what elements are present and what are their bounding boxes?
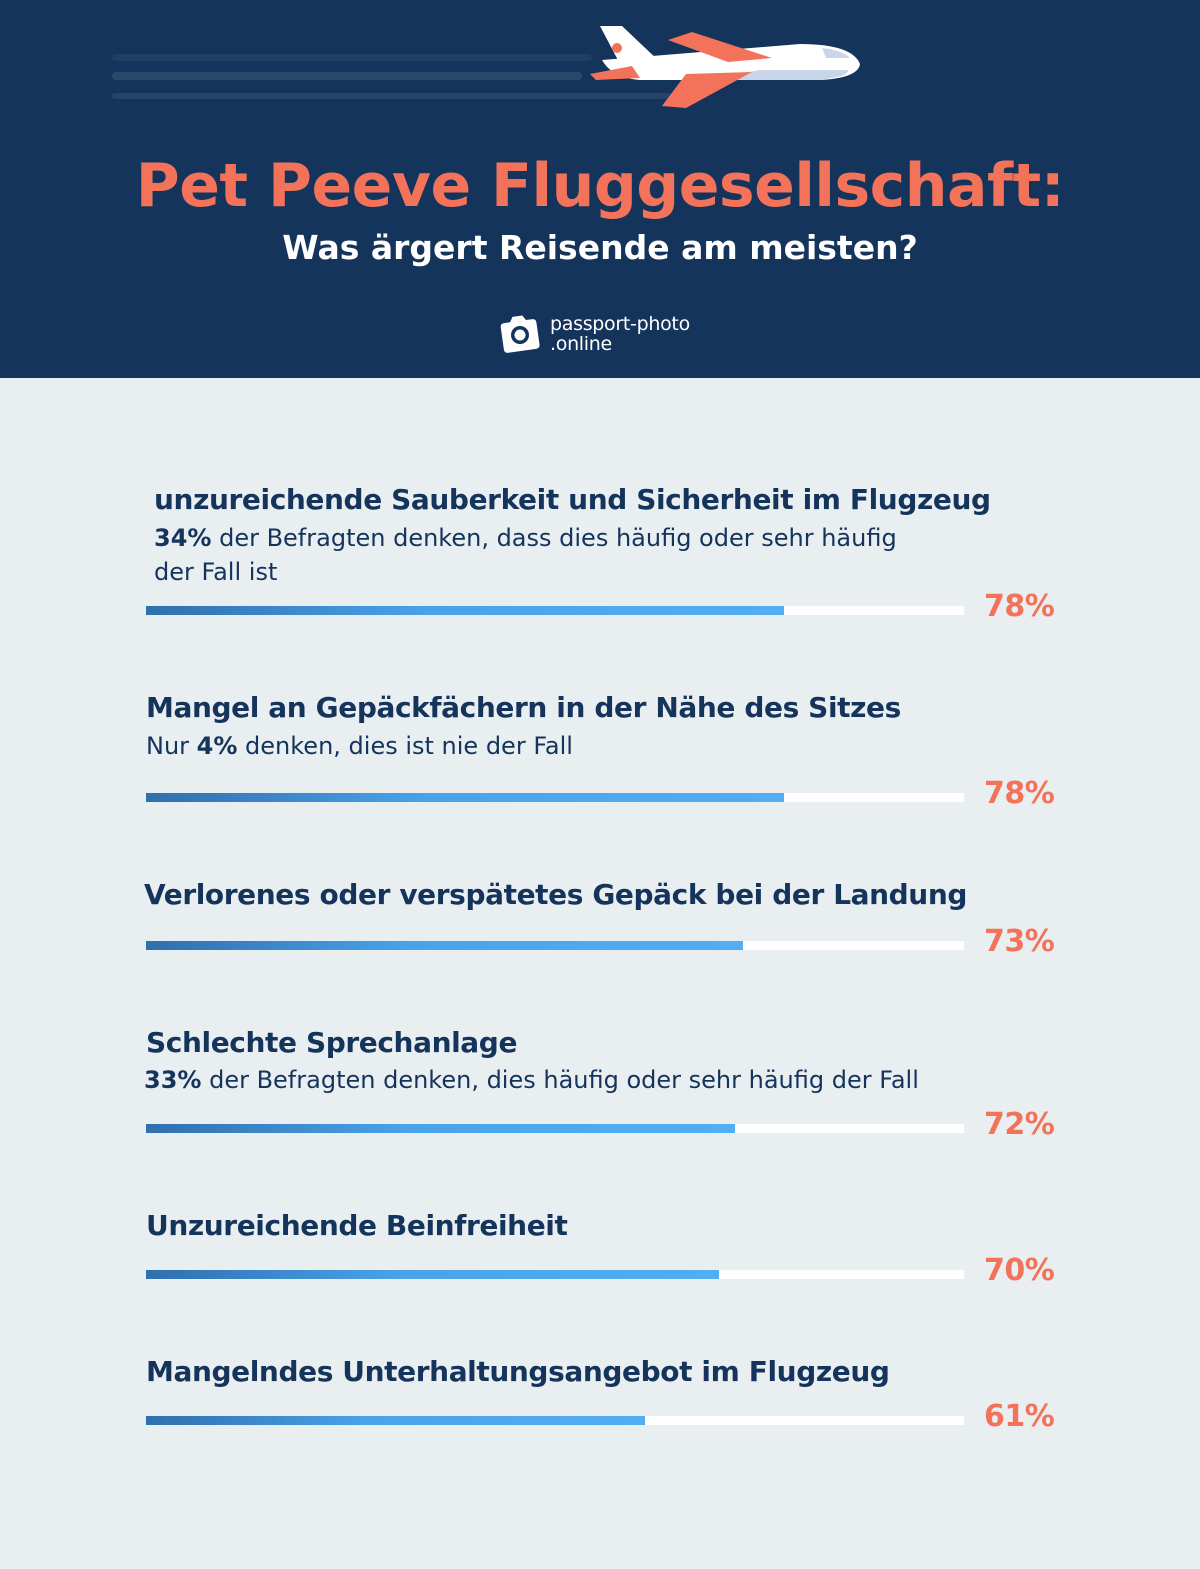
value-label: 78% [984, 776, 1055, 811]
page-subtitle: Was ärgert Reisende am meisten? [282, 228, 918, 267]
bar-track [146, 606, 964, 615]
value-label: 72% [984, 1107, 1055, 1142]
bar [146, 1270, 719, 1279]
category-label: unzureichende Sauberkeit und Sicherheit … [154, 483, 991, 516]
category-label: Mangel an Gepäckfächern in der Nähe des … [146, 691, 901, 724]
logo-text-line1: passport-photo [550, 313, 690, 335]
brand-logo: passport-photo .online [498, 312, 690, 356]
bar-track [146, 1416, 964, 1425]
value-label: 61% [984, 1399, 1055, 1434]
logo-text-line2: .online [550, 333, 612, 355]
airplane-illustration [112, 26, 860, 108]
bar-track [146, 1270, 964, 1279]
bar-track [146, 941, 964, 950]
category-note: 33% der Befragten denken, dies häufig od… [144, 1066, 919, 1094]
value-label: 78% [984, 589, 1055, 624]
bar [146, 1124, 735, 1133]
category-label: Verlorenes oder verspätetes Gepäck bei d… [144, 878, 968, 911]
page-title: Pet Peeve Fluggesellschaft: [135, 151, 1065, 221]
category-note: 34% der Befragten denken, dass dies häuf… [154, 524, 897, 586]
bar [146, 606, 784, 615]
category-label: Schlechte Sprechanlage [146, 1026, 518, 1059]
bar [146, 1416, 645, 1425]
value-label: 73% [984, 924, 1055, 959]
category-note: Nur 4% denken, dies ist nie der Fall [146, 732, 573, 760]
bar-track [146, 793, 964, 802]
category-label: Unzureichende Beinfreiheit [146, 1209, 568, 1242]
bar-track [146, 1124, 964, 1133]
bar [146, 793, 784, 802]
header: Pet Peeve Fluggesellschaft: Was ärgert R… [0, 0, 1200, 378]
camera-icon [500, 315, 540, 353]
category-label: Mangelndes Unterhaltungsangebot im Flugz… [146, 1355, 890, 1388]
bar [146, 941, 743, 950]
bar-chart: unzureichende Sauberkeit und Sicherheit … [0, 378, 1200, 1569]
value-label: 70% [984, 1253, 1055, 1288]
